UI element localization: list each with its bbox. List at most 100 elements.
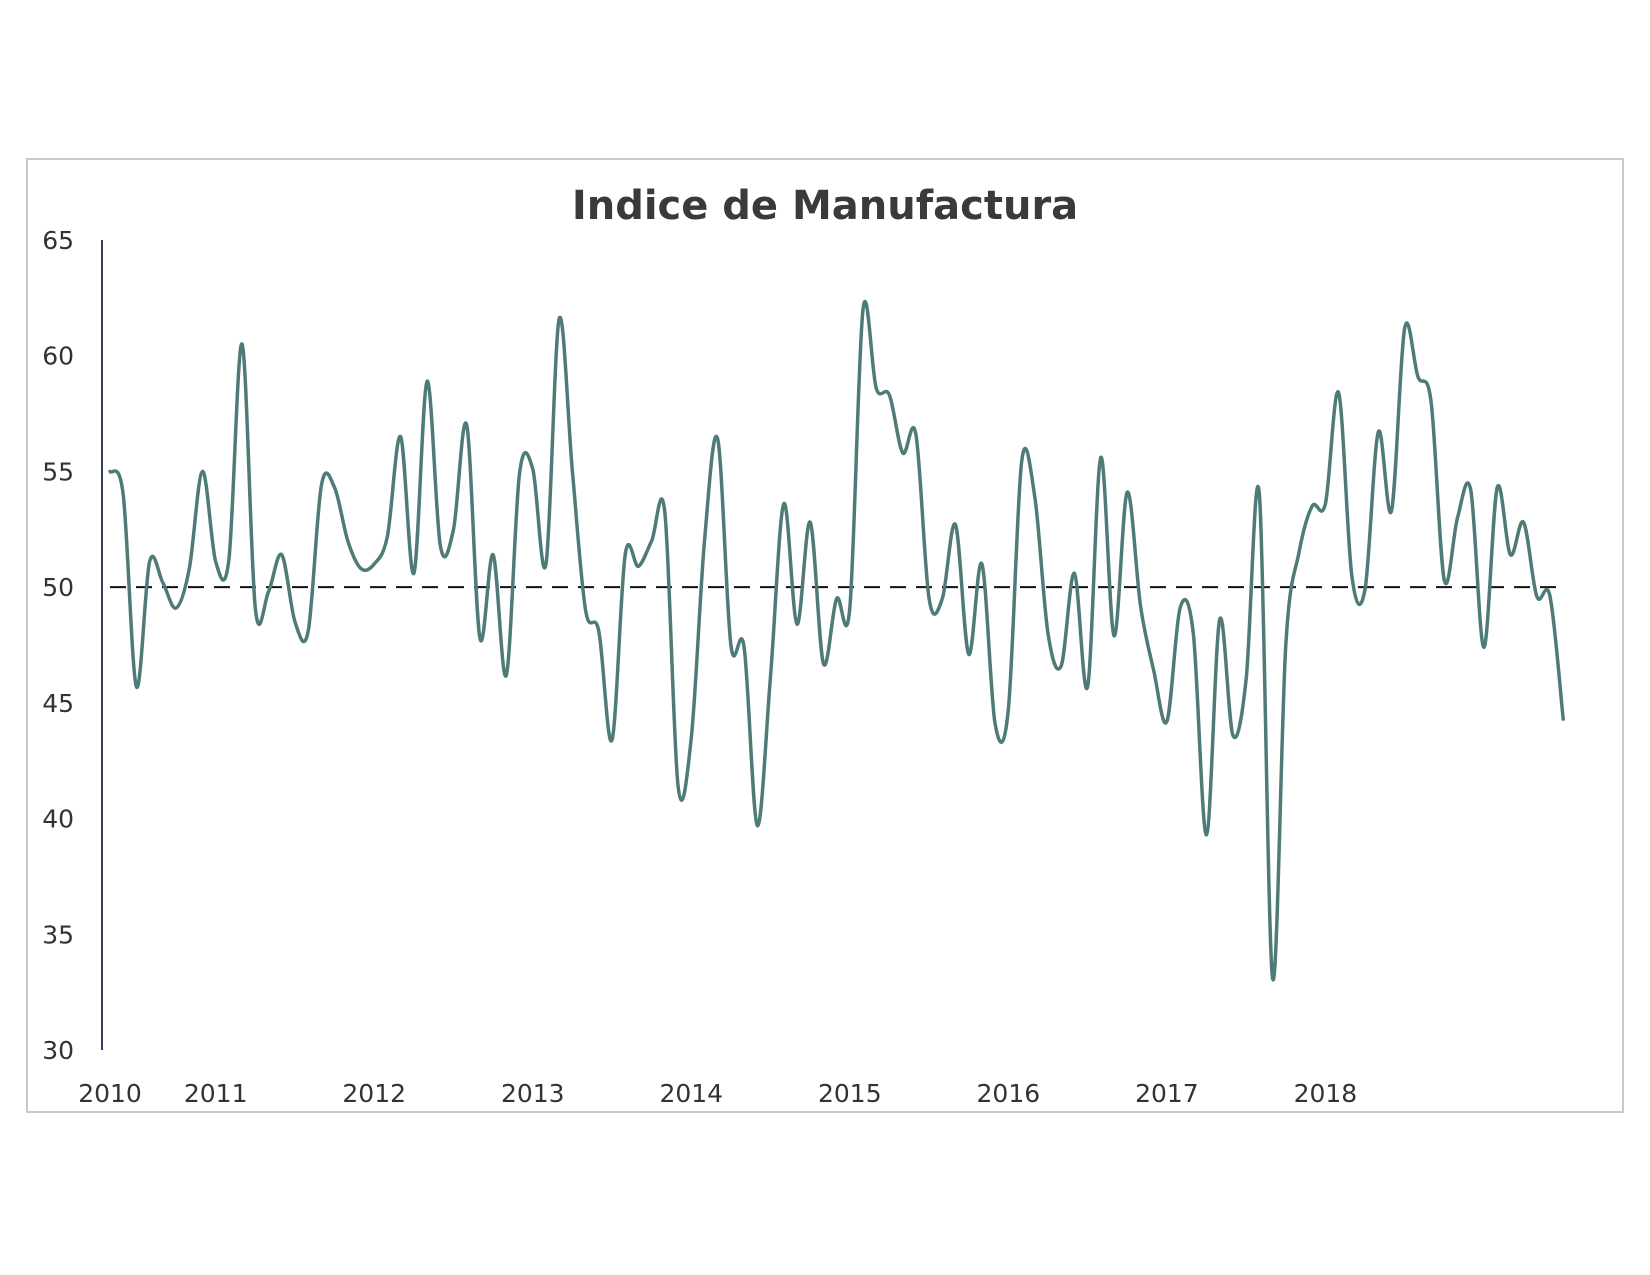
series-line bbox=[108, 299, 1565, 982]
data-point bbox=[478, 637, 481, 640]
data-point bbox=[399, 435, 402, 438]
data-point bbox=[135, 685, 138, 688]
x-tick-label: 2018 bbox=[1294, 1079, 1358, 1108]
data-point bbox=[1482, 646, 1485, 649]
data-point bbox=[650, 539, 653, 542]
data-point bbox=[373, 563, 376, 566]
y-tick-label: 60 bbox=[42, 342, 74, 371]
y-tick-label: 40 bbox=[42, 805, 74, 834]
data-point bbox=[835, 597, 838, 600]
data-point bbox=[624, 553, 627, 556]
data-point bbox=[703, 539, 706, 542]
data-point bbox=[558, 317, 561, 320]
data-point bbox=[307, 630, 310, 633]
x-tick-label: 2014 bbox=[659, 1079, 723, 1108]
data-point bbox=[1522, 521, 1525, 524]
data-point bbox=[848, 606, 851, 609]
data-point bbox=[1416, 375, 1419, 378]
data-point bbox=[954, 523, 957, 526]
data-point bbox=[1509, 553, 1512, 556]
data-point bbox=[1007, 708, 1010, 711]
y-tick-label: 45 bbox=[42, 689, 74, 718]
data-point bbox=[611, 738, 614, 741]
data-point bbox=[1152, 669, 1155, 672]
y-tick-label: 65 bbox=[42, 226, 74, 255]
data-point bbox=[1403, 326, 1406, 329]
data-point bbox=[1562, 718, 1565, 721]
data-point bbox=[875, 387, 878, 390]
data-point bbox=[1364, 588, 1367, 591]
data-point bbox=[795, 623, 798, 626]
data-point bbox=[492, 553, 495, 556]
data-point bbox=[862, 308, 865, 311]
y-tick-label: 55 bbox=[42, 457, 74, 486]
data-point bbox=[1456, 516, 1459, 519]
data-point bbox=[1443, 579, 1446, 582]
data-point bbox=[254, 606, 257, 609]
data-point bbox=[1430, 401, 1433, 404]
data-point bbox=[1337, 391, 1340, 394]
data-point bbox=[188, 567, 191, 570]
data-point bbox=[1033, 495, 1036, 498]
data-point bbox=[1284, 644, 1287, 647]
data-point bbox=[822, 662, 825, 665]
data-point bbox=[293, 620, 296, 623]
data-point bbox=[597, 630, 600, 633]
data-point bbox=[426, 380, 429, 383]
data-point bbox=[1060, 664, 1063, 667]
x-tick-label: 2017 bbox=[1135, 1079, 1199, 1108]
data-point bbox=[148, 560, 151, 563]
data-point bbox=[412, 572, 415, 575]
data-point bbox=[1218, 618, 1221, 621]
x-axis-tick-labels: 2010 2011 2012 2013 2014 2015 2016 2017 2018 bbox=[78, 1079, 1357, 1108]
data-point bbox=[769, 674, 772, 677]
data-point bbox=[280, 553, 283, 556]
data-point bbox=[122, 493, 125, 496]
chart-frame bbox=[26, 158, 1624, 1113]
data-point bbox=[1073, 572, 1076, 575]
data-point bbox=[901, 451, 904, 454]
data-point bbox=[1099, 456, 1102, 459]
data-point bbox=[320, 484, 323, 487]
y-tick-label: 50 bbox=[42, 573, 74, 602]
data-point bbox=[1271, 977, 1274, 980]
data-points bbox=[109, 308, 1565, 980]
y-axis-tick-labels: 30 35 40 45 50 55 60 65 bbox=[42, 226, 74, 1065]
x-tick-label: 2015 bbox=[818, 1079, 882, 1108]
data-point bbox=[227, 558, 230, 561]
x-tick-label: 2013 bbox=[501, 1079, 565, 1108]
x-tick-label: 2016 bbox=[977, 1079, 1041, 1108]
data-point bbox=[690, 736, 693, 739]
data-point bbox=[1205, 833, 1208, 836]
data-point bbox=[1390, 509, 1393, 512]
data-point bbox=[1496, 486, 1499, 489]
data-point bbox=[439, 544, 442, 547]
data-point bbox=[1086, 685, 1089, 688]
data-point bbox=[677, 785, 680, 788]
data-point bbox=[518, 472, 521, 475]
data-point bbox=[1258, 493, 1261, 496]
data-point bbox=[544, 563, 547, 566]
data-point bbox=[267, 590, 270, 593]
data-point bbox=[980, 563, 983, 566]
x-tick-label: 2010 bbox=[78, 1079, 142, 1108]
data-point bbox=[782, 502, 785, 505]
data-point bbox=[888, 394, 891, 397]
x-tick-label: 2011 bbox=[184, 1079, 248, 1108]
data-point bbox=[941, 597, 944, 600]
data-point bbox=[743, 646, 746, 649]
chart-title: Indice de Manufactura bbox=[571, 183, 1079, 229]
data-point bbox=[1549, 595, 1552, 598]
data-point bbox=[505, 674, 508, 677]
data-point bbox=[175, 606, 178, 609]
data-point bbox=[333, 486, 336, 489]
data-point bbox=[360, 567, 363, 570]
data-point bbox=[914, 433, 917, 436]
data-point bbox=[201, 470, 204, 473]
data-point bbox=[967, 653, 970, 656]
data-point bbox=[1179, 606, 1182, 609]
data-point bbox=[729, 644, 732, 647]
data-point bbox=[1297, 551, 1300, 554]
data-point bbox=[716, 438, 719, 441]
data-point bbox=[241, 343, 244, 346]
